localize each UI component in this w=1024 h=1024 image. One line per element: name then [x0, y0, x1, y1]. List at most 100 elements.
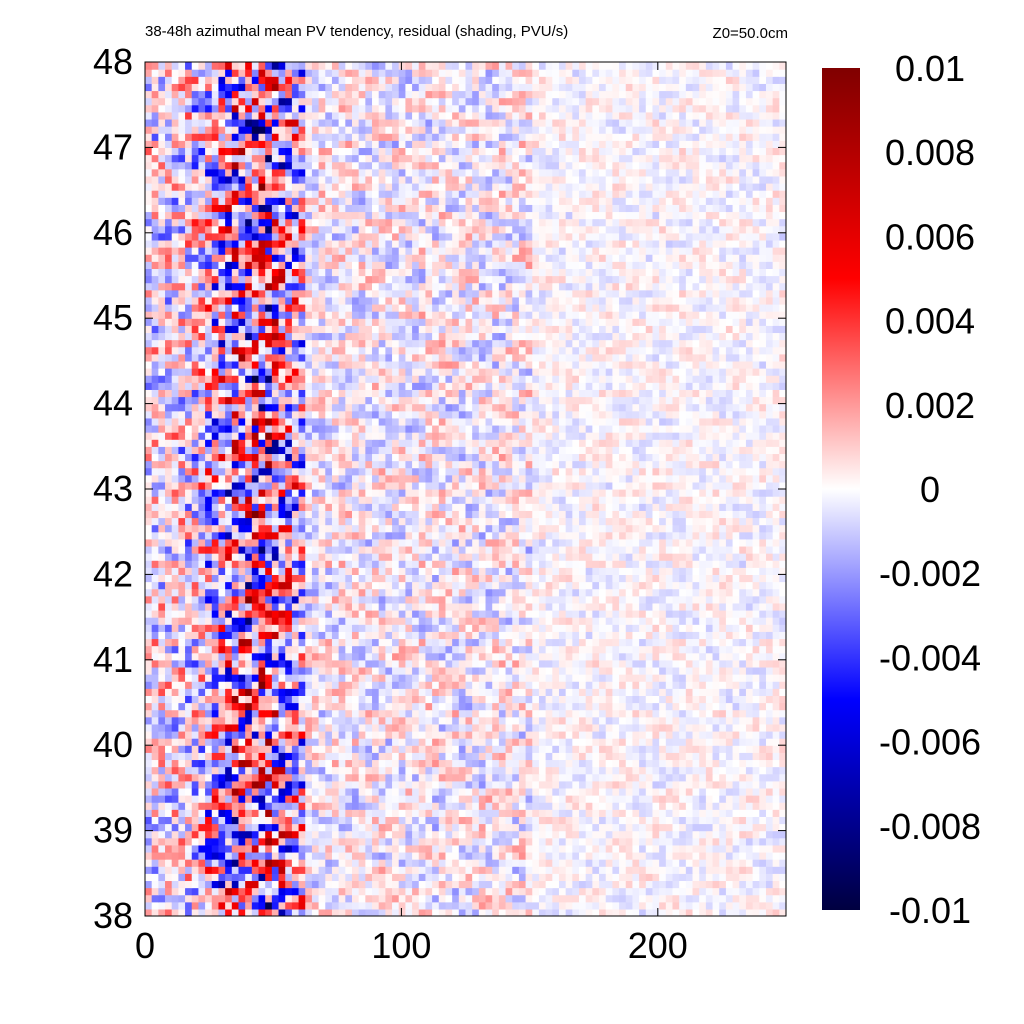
heatmap-cell [712, 709, 720, 718]
heatmap-cell [418, 674, 427, 682]
heatmap-cell [298, 624, 306, 632]
heatmap-cell [178, 631, 186, 640]
heatmap-cell [725, 738, 734, 746]
heatmap-cell [251, 652, 260, 661]
heatmap-cell [245, 560, 253, 568]
heatmap-cell [779, 759, 786, 768]
heatmap-cell [298, 759, 306, 768]
heatmap-cell [305, 873, 313, 882]
heatmap-cell [198, 581, 206, 590]
heatmap-cell [338, 730, 346, 739]
heatmap-cell [652, 723, 660, 732]
heatmap-cell [585, 730, 593, 739]
heatmap-cell [599, 652, 607, 661]
heatmap-cell [358, 581, 366, 590]
heatmap-cell [265, 652, 273, 661]
heatmap-cell [592, 901, 600, 910]
heatmap-cell [311, 645, 320, 654]
heatmap-cell [438, 908, 447, 916]
heatmap-cell [558, 624, 567, 632]
heatmap-cell [592, 908, 600, 916]
heatmap-cell [472, 553, 480, 561]
heatmap-cell [665, 553, 674, 561]
heatmap-cell [772, 844, 780, 853]
heatmap-cell [351, 766, 360, 775]
heatmap-cell [211, 809, 220, 817]
heatmap-cell [205, 674, 213, 682]
heatmap-cell [185, 745, 193, 753]
heatmap-cell [525, 859, 533, 867]
heatmap-cell [271, 908, 280, 916]
heatmap-cell [438, 702, 447, 711]
heatmap-cell [351, 674, 360, 682]
heatmap-cell [719, 752, 727, 761]
heatmap-cell [772, 723, 780, 732]
heatmap-cell [425, 866, 433, 874]
heatmap-cell [145, 709, 153, 718]
heatmap-cell [779, 795, 786, 803]
heatmap-cell [732, 666, 740, 675]
heatmap-cell [719, 759, 727, 768]
heatmap-cell [198, 666, 206, 675]
heatmap-cell [345, 545, 353, 554]
heatmap-cell [251, 545, 260, 554]
heatmap-cell [358, 866, 366, 874]
heatmap-cell [518, 617, 527, 625]
heatmap-cell [779, 617, 786, 625]
heatmap-cell [465, 873, 473, 882]
heatmap-cell [538, 560, 547, 568]
heatmap-cell [558, 595, 567, 604]
heatmap-cell [145, 759, 153, 768]
heatmap-cell [198, 674, 206, 682]
heatmap-cell [518, 581, 527, 590]
heatmap-cell [378, 560, 386, 568]
heatmap-cell [331, 795, 340, 803]
heatmap-cell [458, 631, 467, 640]
heatmap-cell [385, 553, 393, 561]
heatmap-cell [432, 880, 440, 889]
heatmap-cell [191, 666, 200, 675]
heatmap-cell [619, 624, 627, 632]
heatmap-cell [645, 695, 654, 704]
heatmap-cell [318, 759, 326, 768]
heatmap-cell [205, 652, 213, 661]
heatmap-cell [632, 866, 640, 874]
heatmap-cell [145, 574, 153, 583]
heatmap-cell [552, 745, 560, 753]
heatmap-cell [659, 773, 667, 782]
heatmap-cell [719, 773, 727, 782]
heatmap-cell [552, 908, 560, 916]
heatmap-cell [145, 773, 153, 782]
heatmap-cell [672, 581, 680, 590]
heatmap-cell [632, 609, 640, 618]
heatmap-cell [245, 787, 253, 796]
heatmap-cell [692, 766, 700, 775]
heatmap-cell [452, 866, 460, 874]
heatmap-cell [665, 638, 674, 647]
heatmap-cell [498, 880, 507, 889]
heatmap-cell [592, 574, 600, 583]
heatmap-cell [645, 880, 654, 889]
heatmap-cell [759, 645, 767, 654]
heatmap-cell [445, 617, 453, 625]
heatmap-cell [619, 759, 627, 768]
heatmap-cell [318, 844, 326, 853]
heatmap-cell [592, 595, 600, 604]
heatmap-cell [705, 795, 714, 803]
heatmap-cell [572, 773, 580, 782]
heatmap-cell [418, 617, 427, 625]
heatmap-cell [625, 595, 634, 604]
heatmap-cell [732, 631, 740, 640]
heatmap-cell [659, 894, 667, 903]
heatmap-cell [265, 773, 273, 782]
heatmap-cell [351, 780, 360, 789]
heatmap-cell [725, 773, 734, 782]
heatmap-cell [331, 588, 340, 597]
heatmap-cell [592, 866, 600, 874]
heatmap-cell [565, 745, 573, 753]
heatmap-cell [612, 688, 620, 696]
heatmap-cell [679, 617, 687, 625]
heatmap-cell [171, 595, 179, 604]
heatmap-cell [659, 880, 667, 889]
heatmap-cell [351, 638, 360, 647]
